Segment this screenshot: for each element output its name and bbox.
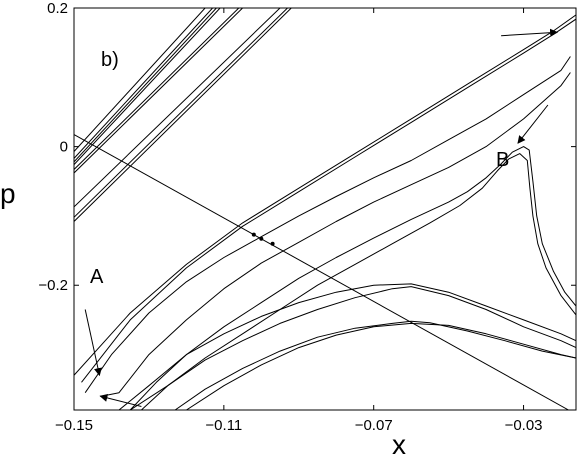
x-tick-label: −0.07: [355, 417, 393, 434]
x-tick-label: −0.11: [205, 417, 242, 434]
x-tick-label: −0.03: [505, 417, 543, 434]
manifold-curve-19: [186, 322, 576, 410]
manifold-curve-5: [74, 8, 240, 170]
annotation-arrow-22: [84, 309, 102, 377]
y-tick-label: −0.2: [38, 277, 68, 294]
manifold-curve-12: [84, 56, 571, 393]
y-tick-label: 0.2: [47, 0, 68, 17]
y-tick-label: 0: [60, 139, 68, 156]
annotation-a: A: [90, 266, 104, 288]
intersection-point-3: [270, 241, 275, 246]
manifold-curve-15: [141, 153, 576, 410]
manifold-curve-13: [102, 72, 571, 397]
x-axis-title: x: [392, 429, 406, 460]
intersection-point-2: [259, 236, 264, 241]
annotation-b: B: [496, 149, 509, 171]
manifold-curve-11: [81, 18, 576, 383]
manifold-curve-6: [74, 8, 243, 174]
manifold-curve-20: [74, 134, 569, 410]
plot-area: [74, 8, 576, 410]
manifold-curve-9: [74, 8, 292, 222]
annotation-arrow-24: [517, 104, 549, 144]
panel-label: b): [101, 49, 119, 71]
plot-frame: [73, 7, 577, 411]
manifold-curve-2: [74, 8, 213, 159]
y-axis-title: p: [0, 178, 16, 209]
axis-ticks: −0.15 −0.11 −0.07 −0.03 −0.2 0 0.2: [38, 0, 576, 434]
manifold-curve-10: [74, 14, 576, 376]
manifold-curve-16: [118, 283, 576, 410]
manifold-curve-8: [74, 8, 288, 218]
annotation-arrow-25: [501, 28, 559, 37]
manifold-curve-3: [74, 8, 217, 163]
manifold-curve-1: [74, 8, 206, 152]
x-tick-label: −0.15: [55, 417, 93, 434]
manifold-curve-17: [129, 286, 576, 410]
manifold-curve-18: [174, 320, 576, 410]
manifold-curve-7: [74, 8, 281, 208]
manifold-curve-14: [129, 146, 576, 410]
intersection-point-1: [251, 232, 256, 237]
manifold-curve-4: [74, 8, 221, 165]
annotation-arrow-23: [99, 393, 142, 407]
